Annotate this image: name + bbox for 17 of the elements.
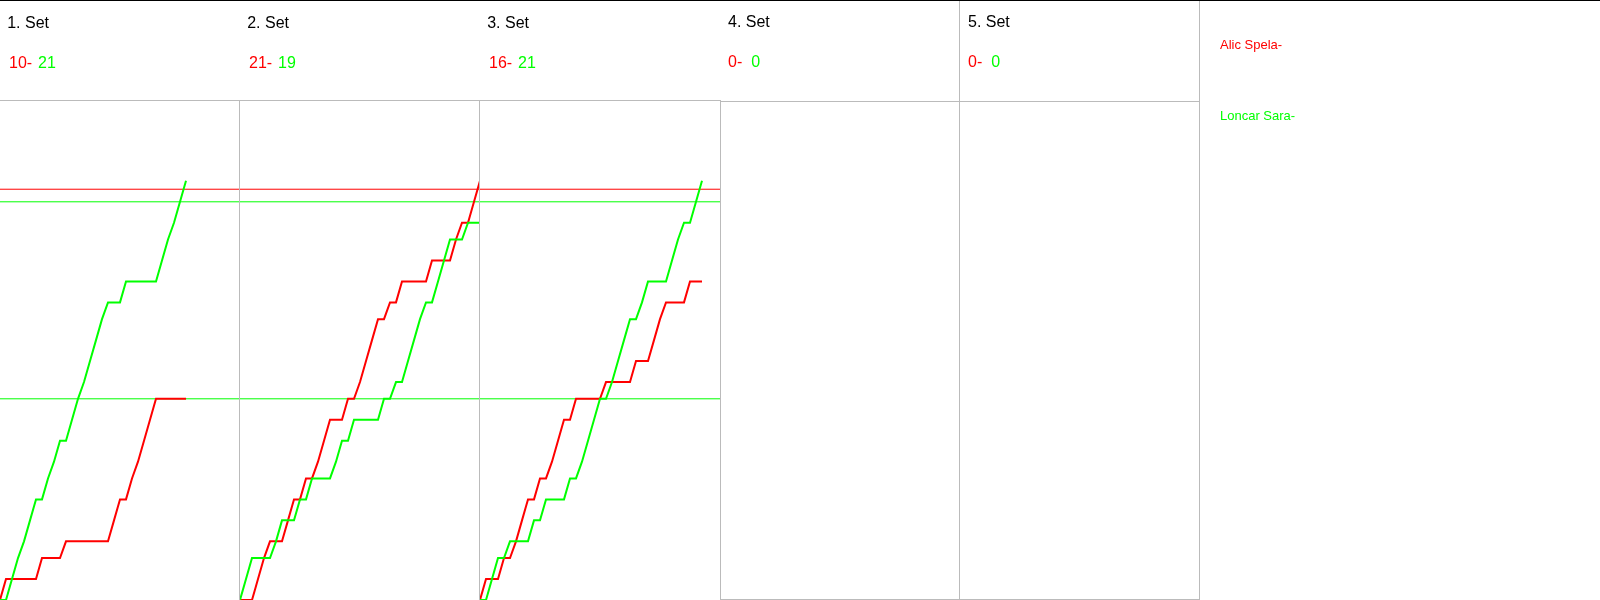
chart-title: 1. Set	[7, 13, 50, 31]
text: 19	[278, 54, 296, 71]
text: 0	[750, 53, 761, 71]
text: 16-	[489, 54, 513, 71]
text: Alic Spela-	[1220, 37, 1283, 52]
text: Loncar Sara-	[1220, 108, 1296, 123]
text: 21-	[249, 54, 273, 71]
text: 10-	[9, 54, 33, 71]
text: 21	[38, 54, 56, 71]
text: 5. Set	[968, 13, 1010, 31]
text: 4. Set	[728, 13, 770, 31]
text: 0-	[728, 53, 743, 71]
text: 0	[990, 53, 1001, 71]
chart-title: 3. Set	[487, 13, 530, 31]
text: 0-	[968, 53, 983, 71]
text: 21	[518, 54, 536, 71]
chart-title: 2. Set	[247, 13, 290, 31]
